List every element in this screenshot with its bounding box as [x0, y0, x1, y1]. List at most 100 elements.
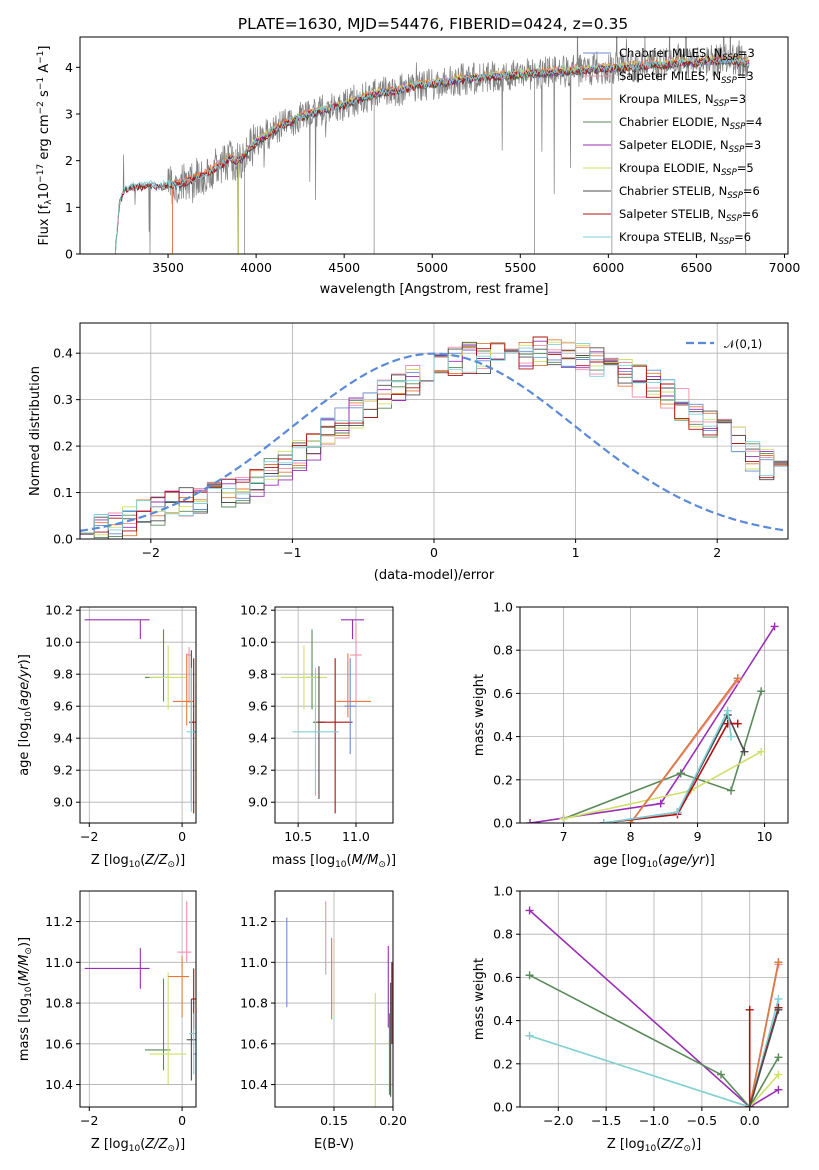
y-axis-label: mass [log10(M/M⊙)] — [17, 937, 34, 1061]
model-line-5 — [238, 54, 750, 254]
plot-area — [526, 622, 779, 823]
weight-marker — [745, 1005, 754, 1014]
weight-marker — [757, 747, 766, 756]
x-tick-label: 10.5 — [284, 829, 312, 844]
y-tick-label: 11.0 — [240, 955, 268, 970]
y-tick-label: 10.0 — [240, 635, 268, 650]
y-tick-label: 11.0 — [45, 955, 73, 970]
y-tick-label: 0.3 — [53, 392, 73, 407]
panel-age-vs-mass: 10.5 11.0 9.0 9.2 9.4 9.6 9.8 10.0 10.2 mass [log… — [240, 603, 396, 870]
legend-label: Kroupa MILES, NSSP=3 — [619, 92, 746, 109]
weight-marker — [526, 819, 535, 823]
y-tick-label: 11.2 — [45, 914, 73, 929]
weight-marker — [757, 687, 766, 696]
panel-weight-vs-z: −2.0 −1.5 −1.0 −0.5 0.0 0.0 0.2 0.4 0.6 0.8 1.0 Z [… — [472, 884, 789, 1154]
weight-marker — [745, 1103, 754, 1107]
legend-label: Kroupa ELODIE, NSSP=5 — [619, 161, 754, 178]
y-tick-label: 0.0 — [493, 816, 513, 831]
y-tick-label: 1.0 — [493, 600, 513, 615]
y-tick-label: 10.8 — [45, 996, 73, 1011]
y-tick-label: 0.4 — [493, 1013, 513, 1028]
model-line-6 — [114, 58, 750, 254]
x-tick-label: 5500 — [504, 260, 536, 275]
x-axis-label: wavelength [Angstrom, rest frame] — [320, 282, 549, 297]
y-tick-label: 0.4 — [53, 346, 73, 361]
panel-residuals: −2 −1 0 1 2 0.0 0.1 0.2 0.3 0.4 (data-model)/error… — [28, 322, 789, 583]
plot-area — [114, 37, 750, 254]
y-axis-label: mass weight — [472, 674, 487, 756]
panel-mass-vs-z: −2 0 10.4 10.6 10.8 11.0 11.2 Z [log10(Z/Z⊙)] ma… — [17, 890, 197, 1154]
panel-weight-vs-age: 7 8 9 10 0.0 0.2 0.4 0.6 0.8 1.0 age [log10(age/yr… — [472, 600, 789, 870]
y-tick-label: 1 — [65, 200, 73, 215]
y-tick-label: 9.8 — [53, 667, 73, 682]
weight-line-1 — [529, 974, 780, 1107]
weight-line-8 — [748, 1009, 780, 1107]
x-tick-label: 0 — [178, 1113, 186, 1128]
weight-marker — [774, 1005, 783, 1014]
weight-marker — [525, 906, 534, 915]
y-tick-label: 10.4 — [240, 1077, 268, 1092]
model-line-8 — [114, 56, 750, 254]
y-tick-label: 10.0 — [45, 635, 73, 650]
plot-area — [84, 619, 196, 814]
x-tick-label: 7 — [560, 829, 568, 844]
y-tick-label: 0.1 — [53, 485, 73, 500]
weight-marker — [774, 1053, 783, 1062]
weight-marker — [723, 719, 732, 728]
y-tick-label: 4 — [65, 60, 73, 75]
y-axis-label: mass weight — [472, 958, 487, 1040]
x-tick-label: −2.0 — [543, 1113, 573, 1128]
x-tick-label: 0.0 — [740, 1113, 760, 1128]
x-axis-label: Z [log10(Z/Z⊙)] — [91, 1137, 185, 1154]
x-tick-label: 0.20 — [379, 1113, 407, 1128]
x-tick-label: −2 — [80, 829, 98, 844]
weight-marker — [774, 958, 783, 967]
weight-marker — [676, 769, 685, 778]
y-tick-label: 2 — [65, 153, 73, 168]
y-tick-label: 9.0 — [248, 795, 268, 810]
y-tick-label: 0.2 — [53, 439, 73, 454]
legend-label: 𝒩(0,1) — [724, 337, 762, 351]
weight-marker — [770, 622, 779, 631]
y-tick-label: 9.6 — [248, 699, 268, 714]
weight-marker — [740, 747, 749, 756]
x-tick-label: 0.15 — [320, 1113, 348, 1128]
weight-marker — [774, 1070, 783, 1079]
y-tick-label: 9.4 — [53, 731, 73, 746]
weight-line-5 — [629, 677, 739, 823]
legend-label: Salpeter STELIB, NSSP=6 — [619, 207, 759, 224]
weight-marker — [727, 786, 736, 795]
y-axis-label: Normed distribution — [28, 366, 43, 496]
x-tick-label: 0 — [178, 829, 186, 844]
panel-age-vs-z: −2 0 9.0 9.2 9.4 9.6 9.8 10.0 10.2 Z [log10(Z/Z⊙)… — [17, 603, 197, 870]
weight-marker — [525, 971, 534, 980]
weight-line-7 — [603, 722, 738, 823]
x-tick-label: 10 — [757, 829, 773, 844]
weight-marker — [774, 995, 783, 1003]
y-tick-label: 9.2 — [53, 763, 73, 778]
y-tick-label: 0.6 — [493, 970, 513, 985]
x-axis-label: age [log10(age/yr)] — [593, 853, 715, 870]
y-tick-label: 0.6 — [493, 686, 513, 701]
plot-area — [80, 336, 788, 539]
x-tick-label: 8 — [627, 829, 635, 844]
y-tick-label: 0.2 — [493, 772, 513, 787]
x-tick-label: −2 — [80, 1113, 98, 1128]
weight-marker — [673, 808, 682, 817]
weight-marker — [723, 706, 732, 715]
y-tick-label: 0.0 — [493, 1100, 513, 1115]
weight-marker — [733, 719, 742, 728]
weight-line-3 — [529, 998, 780, 1107]
y-tick-label: 0 — [65, 247, 73, 262]
plot-area — [525, 906, 783, 1107]
x-tick-label: 3500 — [152, 260, 184, 275]
y-tick-label: 9.0 — [53, 795, 73, 810]
x-tick-label: 2 — [713, 545, 721, 560]
legend-label: Chabrier STELIB, NSSP=6 — [619, 184, 760, 201]
normal-curve — [80, 352, 786, 532]
weight-marker — [599, 819, 608, 823]
y-tick-label: 10.2 — [45, 603, 73, 618]
y-tick-label: 0.4 — [493, 729, 513, 744]
figure-title: PLATE=1630, MJD=54476, FIBERID=0424, z=0… — [238, 15, 628, 33]
axes-frame — [79, 890, 197, 1108]
